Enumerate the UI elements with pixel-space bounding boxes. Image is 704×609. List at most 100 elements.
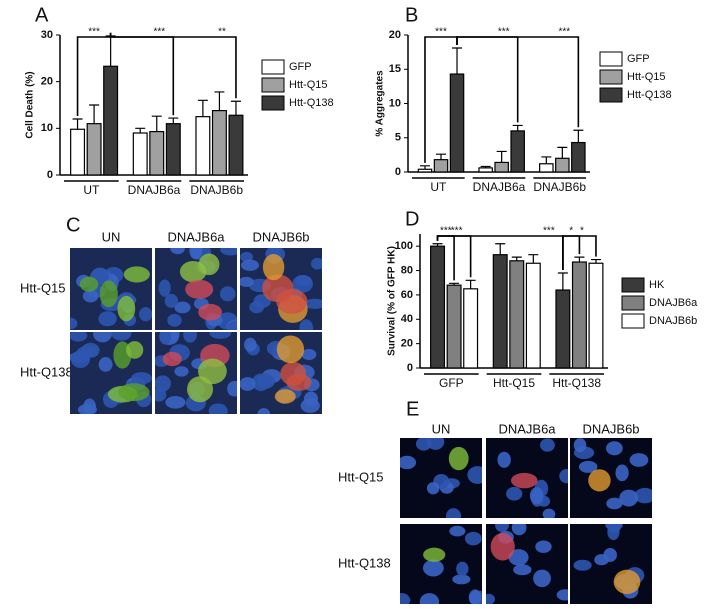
bar [555, 157, 570, 173]
error-bar [214, 91, 225, 111]
significance-label: *** [543, 226, 555, 237]
nucleus [506, 486, 523, 501]
legend-swatch [261, 95, 285, 111]
nucleus [508, 549, 529, 566]
x-tick-label: Htt-Q15 [493, 376, 535, 390]
nucleus [70, 317, 78, 330]
error-bar [541, 156, 552, 164]
row-label: Htt-Q15 [20, 280, 66, 295]
nucleus [189, 248, 203, 260]
y-tick-label: 80 [401, 264, 413, 276]
micrograph [155, 248, 237, 330]
nucleus [300, 398, 320, 413]
micrograph [400, 524, 482, 604]
bar [195, 116, 211, 176]
nucleus [257, 373, 275, 389]
y-tick-label: 15 [389, 63, 401, 75]
bar [103, 65, 119, 176]
legend-label: Htt-Q138 [627, 89, 672, 101]
row-label: Htt-Q138 [338, 555, 391, 570]
bar [478, 167, 493, 173]
nucleus [606, 497, 623, 510]
error-bar [573, 129, 584, 143]
significance-bracket [109, 32, 237, 99]
significance-label: *** [498, 27, 510, 38]
y-tick-label: 20 [41, 76, 53, 88]
nucleus [419, 593, 440, 604]
bar [509, 260, 525, 369]
significance-label: *** [440, 226, 452, 237]
error-bar [528, 254, 539, 264]
nucleus [426, 482, 440, 495]
nucleus [83, 398, 96, 414]
nucleus [208, 403, 228, 414]
nucleus [170, 248, 185, 255]
column-header: DNAJB6b [252, 229, 309, 244]
micrograph [570, 524, 652, 604]
micrograph [570, 438, 652, 518]
nucleus [209, 332, 232, 339]
legend-swatch [599, 87, 623, 103]
nucleus [422, 559, 444, 577]
nucleus [98, 311, 117, 327]
x-tick-label: GFP [439, 376, 464, 390]
cell [198, 303, 222, 321]
y-tick-label: 10 [41, 122, 53, 134]
panel-letter: C [66, 214, 80, 236]
bar [510, 130, 525, 173]
cell [79, 276, 99, 292]
nucleus [540, 438, 555, 452]
nucleus [303, 298, 322, 309]
significance-label: *** [88, 27, 100, 38]
micrograph [240, 248, 322, 330]
error-bar [557, 146, 568, 159]
column-header: UN [432, 421, 451, 436]
legend-swatch [261, 59, 285, 75]
nucleus [227, 380, 237, 397]
significance-bracket [109, 32, 175, 116]
column-header: DNAJB6b [582, 421, 639, 436]
legend-swatch [621, 277, 645, 293]
significance-label: * [580, 226, 584, 237]
bar [165, 123, 181, 176]
micrograph [400, 438, 482, 518]
cell [588, 469, 611, 492]
nucleus [449, 525, 466, 537]
error-bar [465, 279, 476, 289]
micrograph-content [240, 248, 322, 330]
nucleus [605, 441, 623, 456]
micrograph [70, 332, 152, 414]
error-bar [151, 115, 162, 132]
nucleus [165, 396, 186, 409]
error-bar [230, 100, 241, 116]
bar [449, 73, 465, 173]
micrograph-content [70, 332, 152, 414]
nucleus [301, 348, 317, 360]
row-label: Htt-Q138 [20, 364, 73, 379]
bar [132, 132, 148, 176]
nucleus [513, 564, 532, 576]
significance-label: *** [153, 27, 165, 38]
cell [511, 472, 538, 489]
bar [463, 288, 479, 369]
nucleus [158, 279, 171, 297]
nucleus [468, 589, 482, 604]
significance-label: *** [559, 27, 571, 38]
cell [274, 389, 296, 404]
error-bar [72, 118, 83, 130]
bar [571, 261, 587, 369]
nucleus [139, 307, 152, 322]
error-bar [495, 243, 506, 255]
cell [117, 295, 136, 322]
x-tick-label: DNAJB6b [533, 180, 586, 194]
y-tick-label: 60 [401, 289, 413, 301]
x-tick-label: DNAJB6a [473, 180, 526, 194]
error-bar [557, 272, 568, 291]
nucleus [400, 593, 411, 604]
error-bar [135, 127, 146, 133]
cell [276, 288, 308, 314]
nucleus [559, 469, 568, 484]
nucleus [183, 332, 197, 343]
legend-swatch [599, 69, 623, 85]
nucleus [159, 332, 172, 345]
